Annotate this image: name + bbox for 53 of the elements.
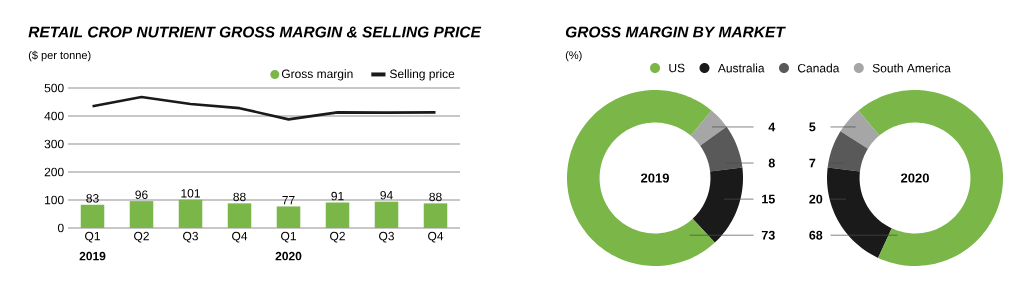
y-axis-title: ($ per tonne) — [28, 50, 91, 62]
x-tick-label: Q4 — [428, 231, 444, 243]
bar — [178, 199, 203, 228]
x-tick-label: Q3 — [183, 231, 198, 243]
data-label: 7 — [809, 158, 816, 168]
y-tick-label: 400 — [44, 111, 64, 121]
legend-label: Gross margin — [281, 69, 353, 81]
x-tick-label: Q2 — [330, 231, 345, 243]
x-tick-label: Q4 — [232, 231, 248, 243]
data-label: 5 — [809, 122, 816, 132]
x-tick-label: Q1 — [85, 231, 100, 243]
slice-label: 2019 — [641, 173, 669, 183]
text: 2019 — [79, 251, 106, 261]
legend-label: Australia — [717, 63, 765, 73]
data-label: 94 — [380, 190, 393, 200]
y-tick-label: 500 — [44, 83, 64, 93]
data-label: 4 — [768, 122, 776, 132]
bar — [227, 203, 252, 228]
bar — [325, 202, 350, 228]
bar — [276, 206, 301, 228]
data-label: 101 — [181, 189, 200, 198]
data-label: 68 — [809, 230, 823, 240]
x-tick-label: Q1 — [281, 231, 296, 243]
slice-label: 2020 — [901, 173, 929, 183]
legend-label: Canada — [797, 63, 840, 73]
bar — [374, 201, 399, 228]
data-label: 83 — [86, 194, 99, 203]
bar — [423, 203, 448, 228]
data-label: 88 — [429, 192, 442, 202]
y-tick-label: 0 — [57, 223, 64, 233]
x-tick-label: Q2 — [134, 231, 149, 243]
y-tick-label: 100 — [45, 195, 64, 205]
data-label: 77 — [282, 195, 295, 205]
bar — [80, 204, 105, 228]
bar — [129, 201, 154, 228]
data-label: 15 — [762, 194, 775, 204]
data-label: 73 — [761, 230, 775, 240]
chart-subtitle: (%) — [565, 50, 582, 62]
data-label: 20 — [809, 194, 823, 204]
text: 2020 — [275, 251, 302, 261]
legend-label: Selling price — [390, 69, 455, 81]
data-label: 96 — [135, 190, 148, 199]
data-label: 8 — [768, 158, 775, 168]
legend-label: US — [669, 63, 685, 73]
y-tick-label: 300 — [44, 139, 64, 149]
chart-title: RETAIL CROP NUTRIENT GROSS MARGIN & SELLING PRICE — [28, 26, 482, 38]
chart-title: GROSS MARGIN BY MARKET — [565, 26, 786, 38]
data-label: 91 — [331, 191, 344, 201]
y-tick-label: 200 — [44, 167, 64, 177]
line-series — [91, 95, 437, 121]
data-label: 88 — [233, 192, 246, 202]
legend-label: South America — [872, 63, 951, 73]
x-tick-label: Q3 — [379, 231, 394, 243]
